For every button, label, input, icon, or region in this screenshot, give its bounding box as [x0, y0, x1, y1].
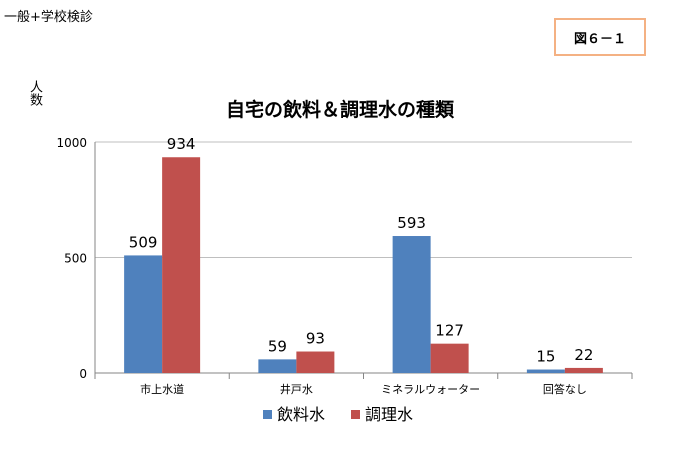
- axes: 0 500 1000 市上水道 井戸水 ミネラルウォーター 回答なし: [56, 136, 633, 396]
- bar-cooking: [296, 351, 335, 373]
- bar-drinking: [124, 255, 163, 373]
- data-label: 127: [435, 322, 464, 340]
- bar-cooking: [430, 343, 469, 373]
- data-label: 934: [167, 135, 196, 153]
- legend-swatch: [263, 410, 272, 419]
- chart-title: 自宅の飲料＆調理水の種類: [226, 98, 455, 121]
- data-label: 22: [574, 346, 593, 364]
- bar-drinking: [526, 369, 565, 373]
- y-axis-unit-label: 人数: [27, 80, 42, 106]
- bars: [124, 157, 603, 373]
- data-label: 593: [397, 214, 426, 232]
- bar-drinking: [258, 359, 297, 373]
- data-labels: 509 934 59 93 593 127 15 22: [129, 135, 594, 365]
- data-label: 93: [306, 330, 325, 348]
- data-label: 509: [129, 233, 158, 251]
- x-tick-label: ミネラルウォーター: [381, 383, 480, 396]
- figure-number-box: 図６－１: [554, 18, 646, 56]
- legend: 飲料水 調理水: [263, 405, 413, 424]
- y-tick-label: 500: [64, 252, 87, 266]
- bar-cooking: [564, 367, 603, 373]
- legend-label: 飲料水: [277, 405, 325, 424]
- header-label: 一般+学校検診: [4, 10, 93, 25]
- x-tick-label: 回答なし: [543, 382, 587, 396]
- bar-drinking: [392, 236, 431, 373]
- bar-cooking: [162, 157, 201, 373]
- x-tick-label: 市上水道: [140, 382, 184, 396]
- y-tick-label: 0: [79, 367, 87, 381]
- y-tick-label: 1000: [56, 136, 87, 150]
- data-label: 59: [268, 337, 287, 355]
- legend-swatch: [351, 410, 360, 419]
- data-label: 15: [536, 348, 555, 366]
- x-tick-label: 井戸水: [280, 382, 313, 396]
- legend-label: 調理水: [365, 405, 413, 424]
